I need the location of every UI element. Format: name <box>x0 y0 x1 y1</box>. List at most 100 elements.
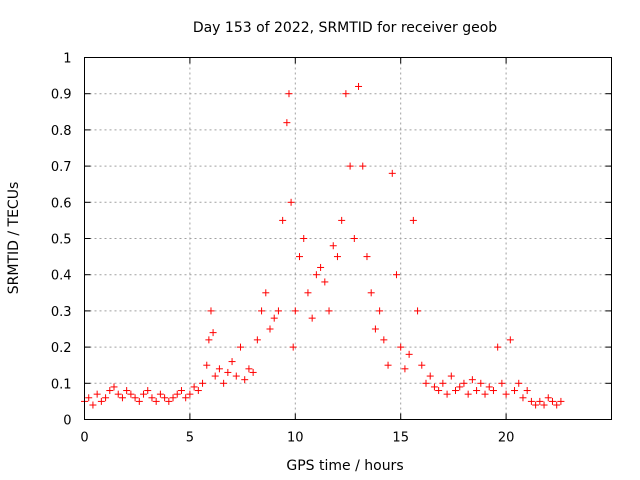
data-point <box>329 242 337 250</box>
plot-frame <box>84 57 612 420</box>
data-point <box>477 379 485 387</box>
data-point <box>102 394 110 402</box>
data-point <box>304 289 312 297</box>
x-tick-label: 5 <box>186 431 194 446</box>
data-point <box>144 387 152 395</box>
data-point <box>209 329 217 337</box>
data-point <box>296 253 304 261</box>
data-point <box>93 390 101 398</box>
data-point <box>312 271 320 279</box>
data-point <box>506 336 514 344</box>
y-tick-label: 0.9 <box>51 88 72 103</box>
data-point <box>464 390 472 398</box>
data-point <box>131 394 139 402</box>
data-points <box>81 82 565 409</box>
data-point <box>468 376 476 384</box>
data-point <box>392 271 400 279</box>
data-point <box>498 379 506 387</box>
data-point <box>481 390 489 398</box>
data-point <box>388 169 396 177</box>
data-point <box>241 376 249 384</box>
data-point <box>203 361 211 369</box>
data-point <box>363 253 371 261</box>
data-point <box>186 390 194 398</box>
data-point <box>215 365 223 373</box>
chart-title: Day 153 of 2022, SRMTID for receiver geo… <box>193 20 497 36</box>
data-point <box>283 119 291 127</box>
data-point <box>414 307 422 315</box>
data-point <box>291 307 299 315</box>
data-point <box>384 361 392 369</box>
data-point <box>161 394 169 402</box>
y-tick-label: 0.2 <box>51 341 72 356</box>
data-point <box>443 390 451 398</box>
data-point <box>350 235 358 242</box>
x-tick-label: 15 <box>392 431 409 446</box>
data-point <box>405 350 413 358</box>
data-point <box>359 162 367 170</box>
data-point <box>89 401 97 409</box>
data-point <box>456 383 464 391</box>
data-point <box>266 325 274 333</box>
data-point <box>532 401 540 409</box>
data-point <box>118 394 126 402</box>
y-axis-ticks: 0 0.1 0.2 0.3 0.4 0.5 0.6 0.7 0.8 0.9 1 <box>51 52 612 429</box>
data-point <box>220 379 228 387</box>
data-point <box>519 394 527 402</box>
data-point <box>182 394 190 402</box>
data-point <box>376 307 384 315</box>
x-tick-label: 20 <box>498 431 515 446</box>
data-point <box>236 343 244 351</box>
data-point <box>274 307 282 315</box>
data-point <box>285 90 293 98</box>
data-point <box>536 397 544 405</box>
y-tick-label: 1 <box>63 52 71 67</box>
data-point <box>333 253 341 261</box>
y-tick-label: 0.4 <box>51 269 72 284</box>
data-point <box>127 390 135 398</box>
data-point <box>232 372 240 380</box>
data-point <box>270 314 278 322</box>
data-point <box>289 343 297 351</box>
data-point <box>511 387 519 395</box>
y-tick-label: 0.7 <box>51 160 72 175</box>
data-point <box>418 361 426 369</box>
data-point <box>439 379 447 387</box>
data-point <box>205 336 213 344</box>
x-axis-label: GPS time / hours <box>286 458 403 474</box>
y-tick-label: 0.5 <box>51 233 72 248</box>
y-tick-label: 0.1 <box>51 377 72 392</box>
data-point <box>485 383 493 391</box>
data-point <box>308 314 316 322</box>
data-point <box>279 216 287 224</box>
y-tick-label: 0.3 <box>51 305 72 320</box>
data-point <box>371 325 379 333</box>
data-point <box>430 383 438 391</box>
data-point <box>97 397 105 405</box>
data-point <box>380 336 388 344</box>
data-point <box>258 307 266 315</box>
data-point <box>527 397 535 405</box>
data-point <box>397 343 405 351</box>
data-point <box>173 390 181 398</box>
data-point <box>544 394 552 402</box>
y-axis-label: SRMTID / TECUs <box>6 182 22 295</box>
data-point <box>409 216 417 224</box>
data-point <box>135 397 143 405</box>
data-point <box>106 387 114 395</box>
data-point <box>148 394 156 402</box>
data-point <box>287 198 295 206</box>
data-point <box>367 289 375 297</box>
data-point <box>342 90 350 98</box>
x-axis-ticks: 0 5 10 15 20 <box>80 57 515 446</box>
data-point <box>515 379 523 387</box>
grid-lines <box>84 57 612 420</box>
data-point <box>452 387 460 395</box>
data-point <box>300 235 308 242</box>
data-point <box>548 397 556 405</box>
data-point <box>557 397 565 405</box>
data-point <box>473 387 481 395</box>
data-point <box>165 397 173 405</box>
data-point <box>447 372 455 380</box>
data-point <box>199 379 207 387</box>
